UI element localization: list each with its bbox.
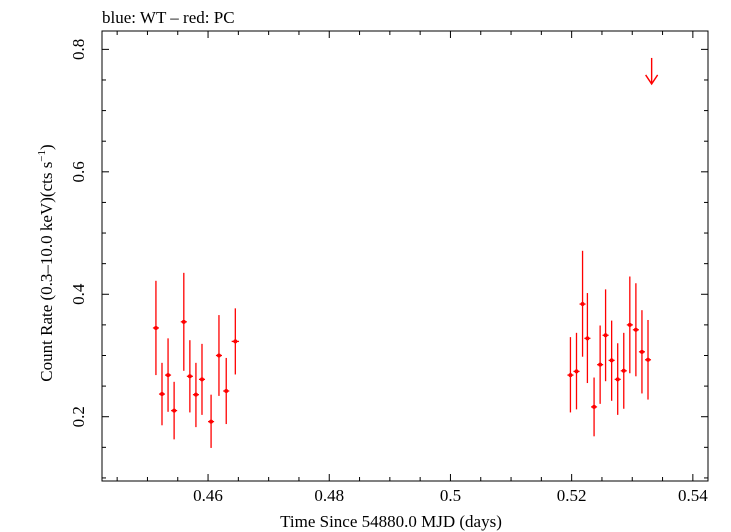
series-layer — [152, 57, 659, 448]
point-marker — [646, 357, 651, 362]
x-axis-label: Time Since 54880.0 MJD (days) — [280, 512, 502, 531]
y-tick-label: 0.2 — [69, 406, 88, 427]
data-point — [573, 332, 580, 410]
data-point — [632, 283, 639, 377]
point-marker — [159, 392, 164, 397]
plot-frame — [101, 30, 709, 482]
data-point — [567, 337, 574, 413]
upper-limit — [645, 57, 659, 86]
data-point — [608, 320, 615, 401]
data-point — [152, 280, 159, 376]
y-axis-label-end: ) — [37, 144, 56, 150]
point-marker — [166, 373, 171, 378]
x-tick-label: 0.48 — [314, 486, 344, 505]
y-tick-label: 0.8 — [69, 39, 88, 60]
point-marker — [153, 325, 158, 330]
y-axis-label-main: Count Rate (0.3–10.0 keV)(cts s — [37, 162, 56, 382]
point-marker — [585, 336, 590, 341]
point-marker — [639, 349, 644, 354]
point-marker — [216, 353, 221, 358]
axis-ticks — [102, 31, 708, 481]
x-tick-label: 0.46 — [193, 486, 223, 505]
data-point — [597, 325, 604, 404]
y-axis-label-superscript: −1 — [36, 150, 48, 162]
x-tick-label: 0.54 — [678, 486, 708, 505]
data-point — [644, 319, 652, 400]
data-point — [171, 381, 178, 440]
x-tick-labels: 0.46 0.48 0.5 0.52 0.54 — [193, 486, 708, 505]
data-point — [215, 315, 222, 396]
point-marker — [615, 377, 620, 382]
y-tick-label: 0.6 — [69, 161, 88, 182]
point-marker — [580, 302, 585, 307]
data-point — [614, 343, 621, 415]
data-point — [186, 340, 193, 413]
point-marker — [568, 373, 573, 378]
y-tick-labels: 0.2 0.4 0.6 0.8 — [69, 39, 88, 428]
data-point — [208, 394, 215, 448]
data-point — [638, 310, 645, 394]
point-marker — [187, 374, 192, 379]
point-marker — [224, 389, 229, 393]
series-pc — [152, 57, 659, 448]
point-marker — [609, 358, 614, 363]
data-point — [198, 343, 206, 415]
y-axis-label: Count Rate (0.3–10.0 keV)(cts s−1) — [36, 144, 56, 381]
point-marker — [199, 377, 204, 382]
data-point — [626, 276, 633, 374]
data-point — [223, 357, 230, 425]
point-marker — [598, 362, 603, 367]
y-tick-label: 0.4 — [69, 283, 88, 305]
data-point — [231, 308, 239, 375]
data-point — [584, 293, 591, 384]
upper-limit-arrowhead — [645, 74, 659, 86]
x-tick-label: 0.5 — [440, 486, 461, 505]
point-marker — [621, 368, 626, 373]
data-point — [180, 272, 187, 371]
point-marker — [603, 333, 608, 338]
data-point — [165, 338, 172, 412]
x-tick-label: 0.52 — [557, 486, 587, 505]
point-marker — [627, 322, 632, 327]
data-point — [579, 250, 586, 357]
point-marker — [233, 339, 238, 344]
point-marker — [633, 327, 638, 332]
data-point — [158, 362, 166, 426]
data-point — [602, 289, 609, 382]
data-point — [192, 362, 199, 428]
point-marker — [193, 392, 198, 397]
data-point — [620, 332, 627, 409]
point-marker — [181, 319, 186, 324]
point-marker — [592, 404, 597, 409]
data-point — [591, 377, 598, 437]
point-marker — [574, 369, 579, 374]
chart-title: blue: WT – red: PC — [102, 8, 235, 27]
point-marker — [209, 419, 214, 424]
point-marker — [172, 408, 177, 413]
